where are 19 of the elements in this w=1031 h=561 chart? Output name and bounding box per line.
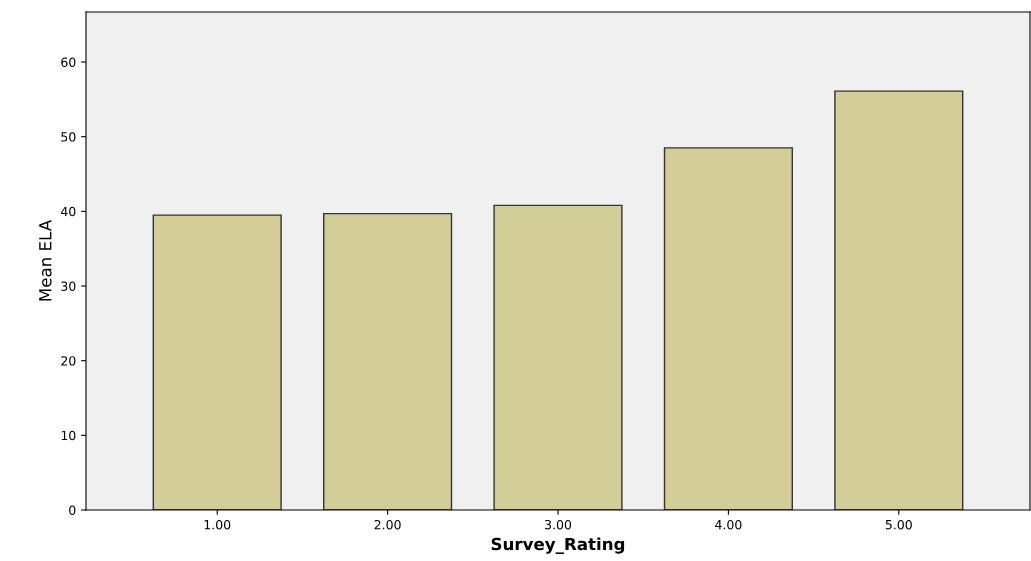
bar [493, 204, 623, 510]
bar [834, 90, 964, 510]
bar [323, 212, 453, 510]
x-axis-title: Survey_Rating [491, 537, 625, 554]
y-tick-label: 60 [61, 57, 76, 67]
x-tick-label: 4.00 [715, 519, 742, 530]
x-tick-label: 3.00 [545, 519, 572, 530]
y-tick-label: 10 [61, 430, 76, 441]
y-tick-label: 20 [61, 356, 76, 366]
x-tick-label: 2.00 [374, 519, 401, 530]
x-tick-label: 1.00 [204, 519, 231, 530]
x-tick-label: 5.00 [885, 519, 912, 530]
bar [152, 214, 282, 510]
bar [663, 147, 793, 510]
y-tick-label: 50 [61, 132, 76, 142]
y-tick-label: 40 [60, 206, 76, 217]
y-tick-label: 0 [69, 505, 76, 515]
y-tick-label: 30 [61, 281, 76, 291]
y-axis-title: Mean ELA [39, 219, 52, 301]
